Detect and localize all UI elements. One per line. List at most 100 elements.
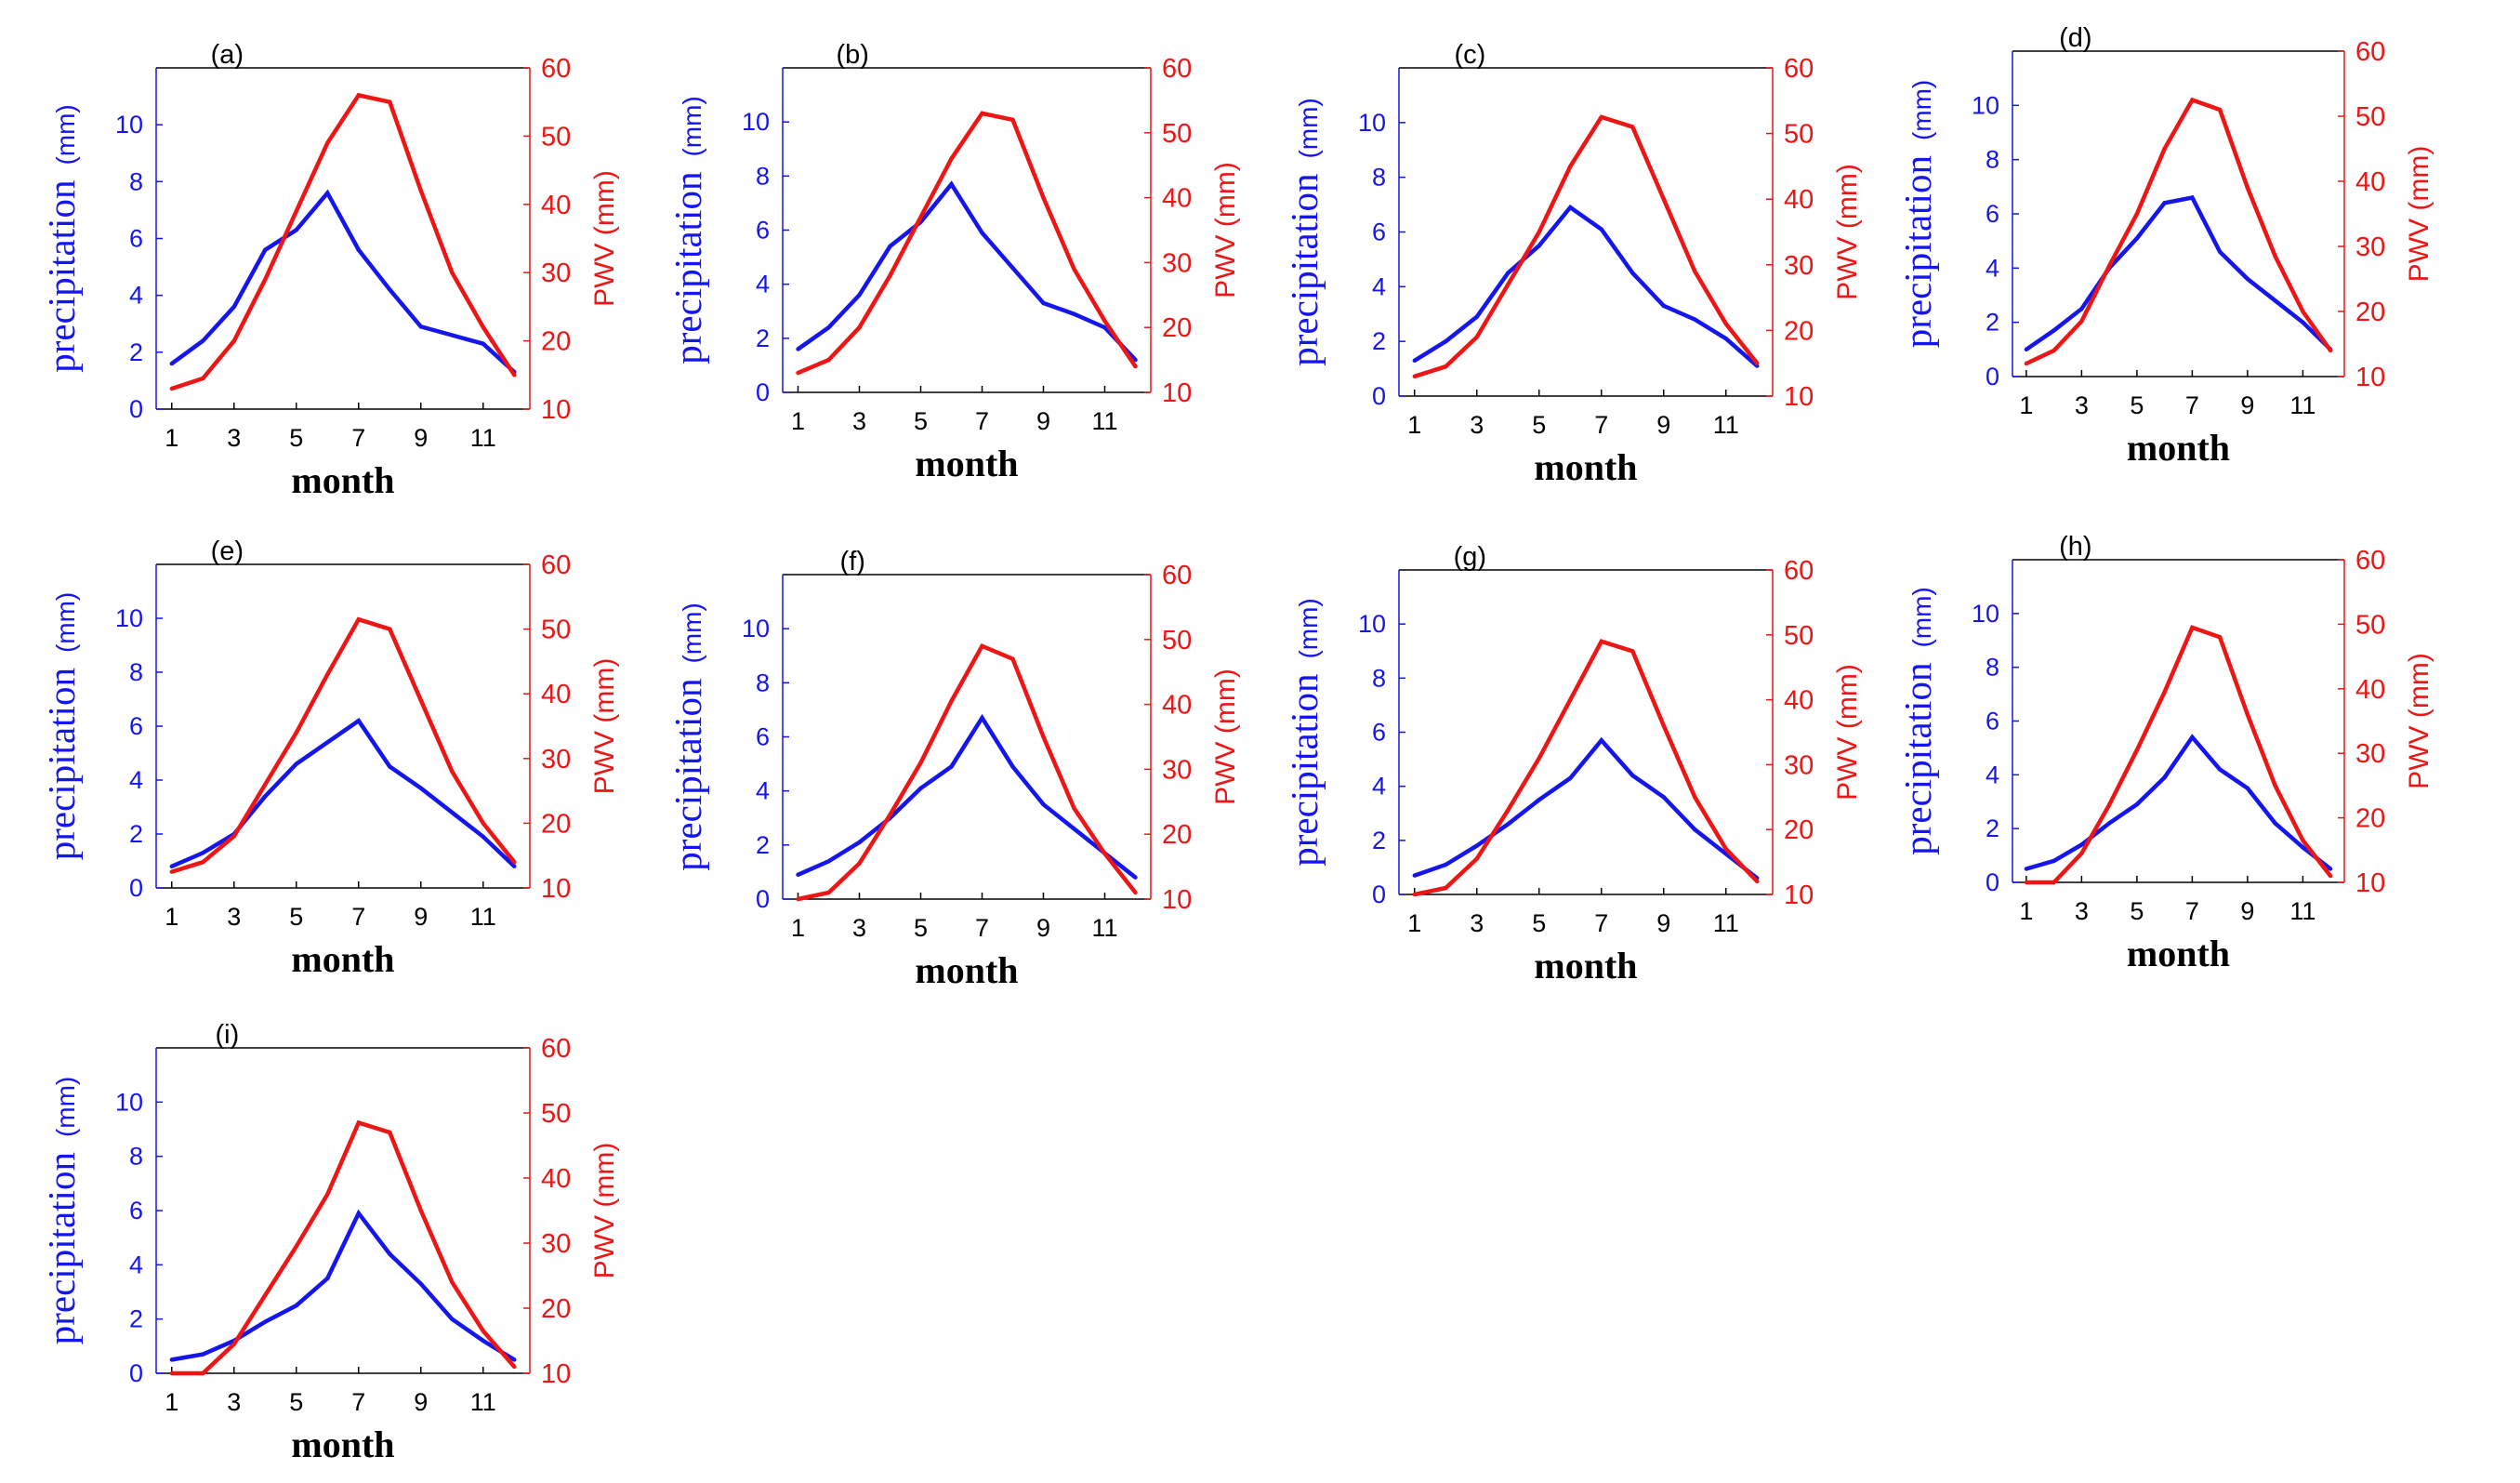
x-tick-label: 9	[1036, 407, 1050, 435]
y-left-axis-label-name: precipitation	[666, 679, 709, 871]
pwv-point	[2190, 625, 2195, 630]
precipitation-point	[450, 333, 455, 338]
x-tick-label: 9	[2240, 391, 2254, 419]
y-right-tick-label: 60	[1162, 561, 1192, 590]
y-left-tick-label: 2	[1986, 309, 1999, 337]
pwv-point	[356, 93, 361, 98]
x-tick-label: 1	[165, 424, 178, 452]
x-tick-label: 1	[165, 1388, 178, 1416]
pwv-point	[2134, 748, 2140, 752]
pwv-point	[1010, 656, 1015, 661]
pwv-point	[1072, 806, 1076, 811]
y-right-axis-label: PWV (mm)	[589, 658, 620, 795]
x-tick-label: 7	[2185, 391, 2199, 419]
y-right-tick-label: 30	[1162, 755, 1192, 785]
x-tick-label: 1	[791, 407, 805, 435]
precipitation-point	[263, 247, 268, 252]
precipitation-point	[2052, 858, 2056, 864]
pwv-point	[2273, 783, 2277, 788]
precipitation-series-line	[797, 713, 1137, 880]
pwv-point	[1693, 795, 1697, 800]
y-left-tick-label: 10	[115, 1088, 143, 1116]
y-left-tick-label: 0	[129, 874, 143, 902]
y-right-tick-label: 40	[541, 1164, 571, 1194]
precipitation-point	[1102, 325, 1107, 330]
chart-panel: 1 3 5 7 9 11 0 2 4 6 8 10 10 20 30 40 50 60 (e) month precip…	[40, 536, 620, 980]
pwv-point	[1474, 335, 1480, 339]
y-left-tick-label: 4	[1372, 773, 1386, 801]
pwv-point	[949, 156, 954, 161]
y-left-tick-label: 4	[129, 766, 143, 794]
y-right-tick-label: 10	[1784, 382, 1814, 412]
pwv-point	[2052, 880, 2056, 885]
x-tick-label: 11	[1091, 914, 1117, 942]
x-tick-label: 7	[2185, 897, 2199, 925]
pwv-point	[418, 1208, 423, 1213]
x-tick-label: 5	[2130, 391, 2144, 419]
y-left-axis-label-name: precipitation	[1283, 174, 1326, 366]
x-tick-label: 3	[852, 407, 866, 435]
pwv-point	[263, 277, 268, 282]
y-left-tick-label: 4	[756, 777, 770, 805]
x-tick-label: 5	[289, 903, 303, 931]
precipitation-point	[231, 304, 236, 310]
precipitation-point	[2301, 320, 2305, 324]
precipitation-point	[796, 347, 800, 351]
x-tick-label: 1	[2019, 391, 2033, 419]
y-right-axis-label: PWV (mm)	[2404, 653, 2434, 789]
precipitation-point	[169, 361, 174, 366]
pwv-point	[980, 111, 984, 116]
precipitation-series-line	[170, 189, 516, 374]
precipitation-point	[2024, 867, 2029, 871]
y-left-tick-label: 6	[756, 723, 770, 751]
y-left-axis-label: precipitation (mm)	[1283, 598, 1326, 867]
y-left-axis-label-name: precipitation	[1283, 674, 1326, 867]
pwv-point	[201, 1370, 205, 1376]
y-right-tick-label: 40	[2355, 675, 2385, 705]
y-right-tick-label: 60	[1784, 556, 1814, 586]
y-left-tick-label: 2	[129, 338, 143, 366]
x-tick-label: 5	[914, 407, 928, 435]
y-right-tick-label: 60	[1162, 54, 1192, 84]
y-right-tick-label: 40	[1784, 686, 1814, 716]
x-tick-label: 11	[470, 903, 496, 931]
pwv-point	[918, 215, 923, 219]
y-right-tick-label: 50	[2355, 610, 2385, 640]
pwv-point	[450, 1279, 455, 1285]
y-left-tick-label: 10	[1972, 600, 1999, 628]
precipitation-point	[356, 247, 361, 252]
pwv-point	[231, 338, 236, 343]
panel-title: (i)	[215, 1020, 239, 1050]
x-tick-label: 3	[227, 424, 241, 452]
y-right-tick-label: 30	[1784, 251, 1814, 281]
y-left-tick-label: 0	[1372, 881, 1386, 908]
pwv-series-line	[1414, 639, 1759, 897]
pwv-point	[2106, 263, 2112, 269]
pwv-point	[857, 861, 862, 866]
y-left-tick-label: 10	[115, 604, 143, 632]
precipitation-point	[1661, 303, 1667, 309]
precipitation-point	[2245, 786, 2250, 790]
pwv-point	[1599, 114, 1604, 120]
y-right-tick-label: 30	[541, 1229, 571, 1259]
precipitation-point	[1599, 227, 1604, 232]
pwv-series-line	[1414, 114, 1760, 378]
pwv-point	[325, 672, 330, 677]
y-left-tick-label: 6	[129, 1197, 143, 1225]
x-tick-label: 9	[414, 424, 428, 452]
x-axis-label: month	[1534, 446, 1637, 488]
y-right-tick-label: 30	[2355, 739, 2385, 769]
y-left-axis-label-unit: (mm)	[1907, 587, 1936, 647]
y-left-tick-label: 4	[1372, 272, 1386, 300]
precipitation-point	[1412, 873, 1418, 878]
y-left-tick-label: 0	[1986, 363, 1999, 391]
precipitation-series-line	[2025, 734, 2332, 871]
y-left-tick-label: 8	[756, 162, 770, 190]
y-right-tick-label: 60	[1784, 54, 1814, 84]
y-right-tick-label: 30	[2355, 232, 2385, 262]
y-right-tick-label: 50	[541, 616, 571, 645]
y-right-tick-label: 20	[541, 1294, 571, 1324]
y-left-axis-label: precipitation (mm)	[666, 602, 709, 871]
y-left-tick-label: 2	[1986, 814, 1999, 842]
